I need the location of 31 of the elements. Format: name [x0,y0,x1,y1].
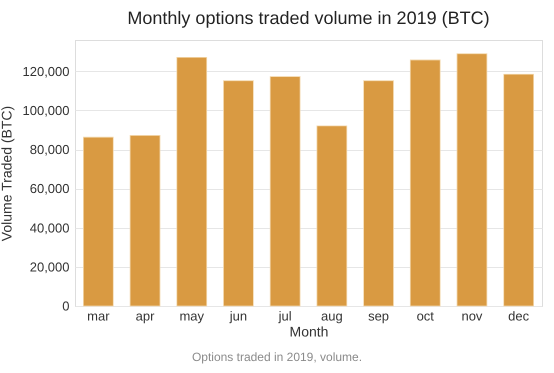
x-tick-label: oct [416,308,434,324]
x-axis-title: Month [290,324,328,340]
x-tick-label: nov [461,308,483,324]
y-axis-title: Volume Traded (BTC) [0,106,15,242]
bar [270,76,300,306]
x-tick-label: dec [508,308,530,324]
bar [503,74,534,306]
bar [316,125,348,306]
y-tick-label: 20,000 [30,259,70,274]
bar [363,80,394,306]
x-tick-label: aug [321,308,343,324]
x-tick-label: jul [278,308,292,324]
bar [176,57,208,306]
x-tick-label: may [179,308,205,324]
x-tick-label: sep [368,308,390,324]
chart-title: Monthly options traded volume in 2019 (BTC) [127,8,490,28]
bar [410,60,441,306]
x-tick-label: jun [228,308,248,324]
y-tick-label: 100,000 [22,102,70,118]
x-tick-label: apr [136,308,156,324]
bar [130,135,160,306]
bar [223,80,254,306]
y-tick-label: 40,000 [30,220,70,236]
text: Options traded in 2019, volume. [190,350,364,364]
y-tick-label: 0 [62,298,70,314]
bar [83,136,114,306]
y-tick-label: 60,000 [30,181,70,196]
x-tick-label: mar [87,308,110,324]
bar [456,53,488,306]
y-tick-label: 80,000 [30,142,70,158]
y-tick-label: 120,000 [22,64,70,79]
